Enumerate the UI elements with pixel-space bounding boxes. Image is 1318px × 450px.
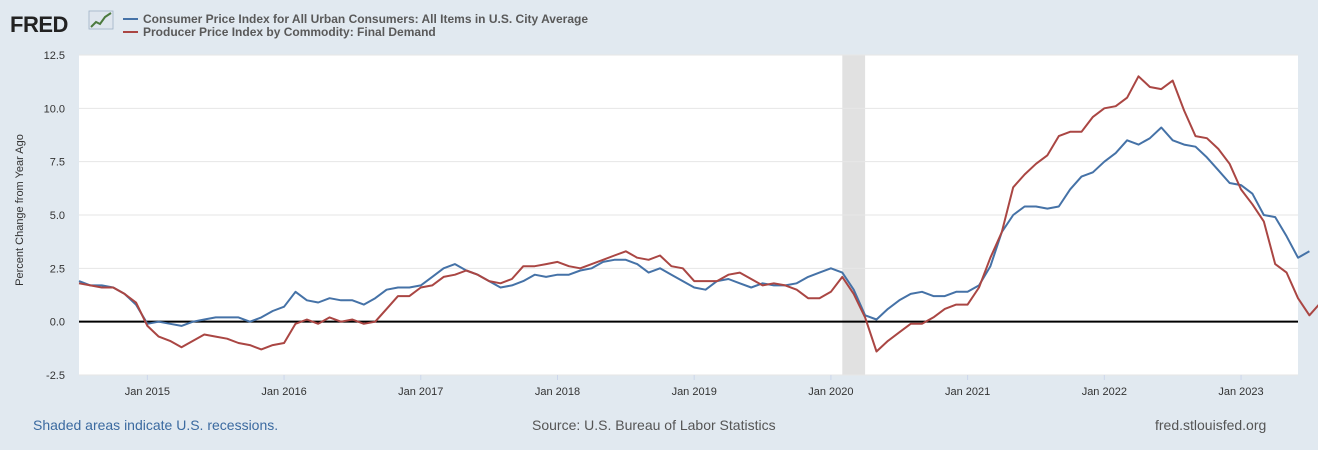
y-tick-label: 12.5 [44, 50, 65, 62]
fred-logo[interactable]: FRED [10, 12, 68, 37]
series-lines [78, 75, 1318, 353]
chart-legend: Consumer Price Index for All Urban Consu… [123, 12, 588, 39]
legend-item-label[interactable]: Consumer Price Index for All Urban Consu… [143, 12, 588, 26]
y-tick-label: 0.0 [50, 317, 65, 329]
x-tick-label: Jan 2017 [398, 386, 443, 398]
y-tick-label: -2.5 [46, 370, 65, 382]
x-tick-label: Jan 2015 [125, 386, 170, 398]
series-line-2[interactable] [78, 75, 1318, 353]
chart-line-icon [88, 10, 114, 30]
x-tick-label: Jan 2019 [672, 386, 717, 398]
x-tick-label: Jan 2020 [808, 386, 853, 398]
x-tick-label: Jan 2018 [535, 386, 580, 398]
y-tick-label: 2.5 [50, 263, 65, 275]
x-axis-ticks: Jan 2015 Jan 2016 Jan 2017 Jan 2018 Jan 2019… [125, 375, 1264, 398]
site-link[interactable]: fred.stlouisfed.org [1155, 417, 1267, 433]
y-axis-label: Percent Change from Year Ago [14, 134, 26, 286]
y-tick-label: 7.5 [50, 157, 65, 169]
series-line-1[interactable] [78, 126, 1310, 327]
legend-item-label[interactable]: Producer Price Index by Commodity: Final… [143, 25, 436, 39]
y-tick-label: 10.0 [44, 103, 65, 115]
x-tick-label: Jan 2016 [261, 386, 306, 398]
y-axis-ticks: 12.5 10.0 7.5 5.0 2.5 0.0 -2.5 [44, 50, 65, 382]
source-text: Source: U.S. Bureau of Labor Statistics [532, 417, 776, 433]
recession-note: Shaded areas indicate U.S. recessions. [33, 417, 279, 433]
grid-lines [79, 54, 1298, 376]
x-tick-label: Jan 2022 [1082, 386, 1127, 398]
x-tick-label: Jan 2021 [945, 386, 990, 398]
x-tick-label: Jan 2023 [1218, 386, 1263, 398]
y-tick-label: 5.0 [50, 210, 65, 222]
